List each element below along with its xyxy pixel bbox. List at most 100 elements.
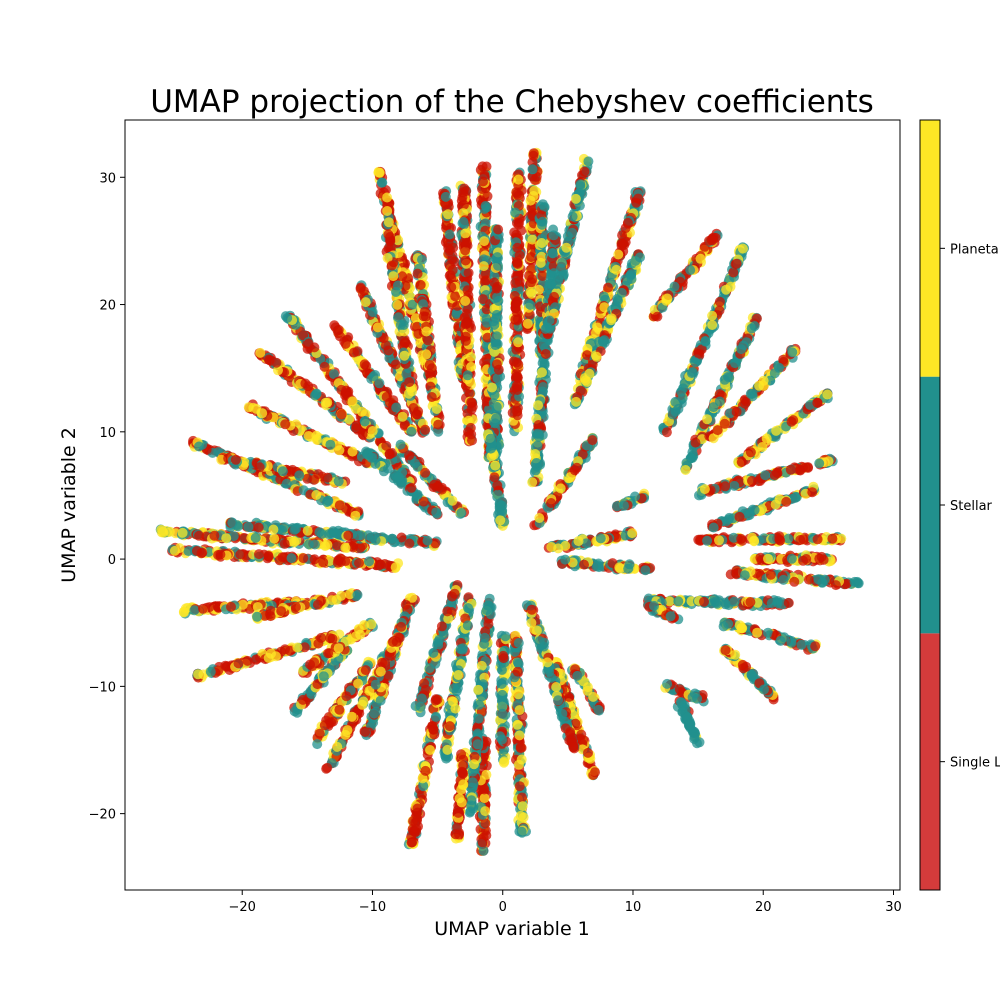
point-planetary bbox=[431, 404, 442, 414]
point-stellar bbox=[363, 530, 374, 541]
point-single bbox=[404, 538, 415, 549]
point-planetary bbox=[311, 490, 322, 500]
point-stellar bbox=[527, 164, 538, 175]
point-single bbox=[424, 360, 435, 370]
point-single bbox=[512, 385, 523, 395]
point-single bbox=[415, 279, 426, 290]
point-stellar bbox=[389, 537, 400, 548]
point-stellar bbox=[323, 495, 334, 506]
point-single bbox=[396, 532, 407, 543]
point-stellar bbox=[686, 368, 697, 379]
point-planetary bbox=[771, 425, 782, 436]
point-single bbox=[661, 427, 672, 438]
point-single bbox=[458, 187, 468, 198]
point-single bbox=[413, 406, 424, 417]
point-planetary bbox=[383, 217, 394, 228]
point-single bbox=[348, 542, 359, 553]
point-stellar bbox=[368, 371, 379, 382]
point-single bbox=[622, 217, 633, 228]
point-planetary bbox=[702, 414, 713, 425]
point-stellar bbox=[462, 370, 473, 381]
point-planetary bbox=[257, 408, 268, 419]
point-planetary bbox=[292, 642, 303, 653]
point-single bbox=[374, 560, 384, 571]
point-planetary bbox=[421, 326, 432, 337]
point-single bbox=[354, 558, 364, 568]
point-single bbox=[253, 522, 264, 533]
point-single bbox=[533, 420, 544, 430]
point-single bbox=[446, 273, 457, 284]
point-stellar bbox=[730, 358, 740, 369]
point-single bbox=[463, 267, 474, 278]
point-single bbox=[385, 232, 396, 242]
point-planetary bbox=[421, 349, 432, 360]
point-stellar bbox=[422, 535, 433, 546]
point-single bbox=[233, 658, 244, 669]
point-single bbox=[343, 530, 354, 541]
point-single bbox=[212, 601, 223, 612]
point-single bbox=[271, 357, 282, 368]
point-planetary bbox=[367, 426, 378, 436]
point-planetary bbox=[590, 327, 601, 338]
point-stellar bbox=[417, 254, 427, 265]
point-single bbox=[198, 603, 208, 614]
point-single bbox=[460, 331, 471, 342]
point-planetary bbox=[340, 542, 351, 553]
point-single bbox=[426, 392, 437, 402]
point-planetary bbox=[465, 352, 476, 362]
point-single bbox=[335, 331, 345, 342]
point-single bbox=[254, 549, 264, 560]
point-planetary bbox=[707, 310, 718, 321]
point-stellar bbox=[359, 416, 370, 427]
point-stellar bbox=[700, 336, 711, 347]
point-planetary bbox=[460, 228, 471, 239]
point-single bbox=[728, 267, 739, 278]
point-stellar bbox=[493, 295, 504, 306]
point-single bbox=[467, 401, 478, 412]
point-single bbox=[493, 364, 504, 375]
point-single bbox=[740, 398, 751, 409]
point-stellar bbox=[492, 373, 503, 384]
point-stellar bbox=[567, 227, 578, 238]
point-stellar bbox=[391, 402, 402, 413]
point-planetary bbox=[350, 510, 361, 521]
point-planetary bbox=[252, 602, 263, 612]
point-single bbox=[450, 291, 461, 302]
point-single bbox=[312, 599, 323, 610]
point-planetary bbox=[178, 607, 189, 618]
point-single bbox=[690, 437, 701, 448]
point-stellar bbox=[277, 466, 288, 477]
point-single bbox=[603, 282, 613, 293]
point-single bbox=[446, 282, 457, 293]
point-single bbox=[332, 540, 343, 551]
point-planetary bbox=[529, 185, 540, 196]
point-single bbox=[336, 409, 347, 420]
point-single bbox=[404, 377, 415, 388]
point-stellar bbox=[490, 340, 501, 351]
point-single bbox=[444, 260, 455, 271]
point-single bbox=[514, 250, 525, 261]
point-single bbox=[309, 554, 320, 565]
point-stellar bbox=[243, 521, 254, 532]
point-single bbox=[540, 349, 551, 359]
point-stellar bbox=[677, 393, 688, 404]
point-stellar bbox=[787, 347, 798, 358]
point-stellar bbox=[395, 320, 406, 330]
point-stellar bbox=[533, 431, 544, 442]
point-planetary bbox=[156, 524, 167, 535]
point-single bbox=[731, 258, 742, 269]
point-planetary bbox=[460, 296, 471, 306]
point-stellar bbox=[228, 531, 239, 542]
point-planetary bbox=[479, 236, 490, 247]
point-single bbox=[433, 419, 444, 430]
point-stellar bbox=[745, 388, 756, 399]
point-single bbox=[549, 291, 560, 302]
point-stellar bbox=[769, 368, 780, 379]
point-stellar bbox=[722, 371, 733, 382]
point-single bbox=[510, 278, 521, 288]
point-single bbox=[575, 385, 586, 396]
point-stellar bbox=[736, 344, 747, 355]
point-stellar bbox=[376, 177, 387, 188]
point-single bbox=[631, 197, 642, 208]
point-single bbox=[524, 270, 534, 281]
